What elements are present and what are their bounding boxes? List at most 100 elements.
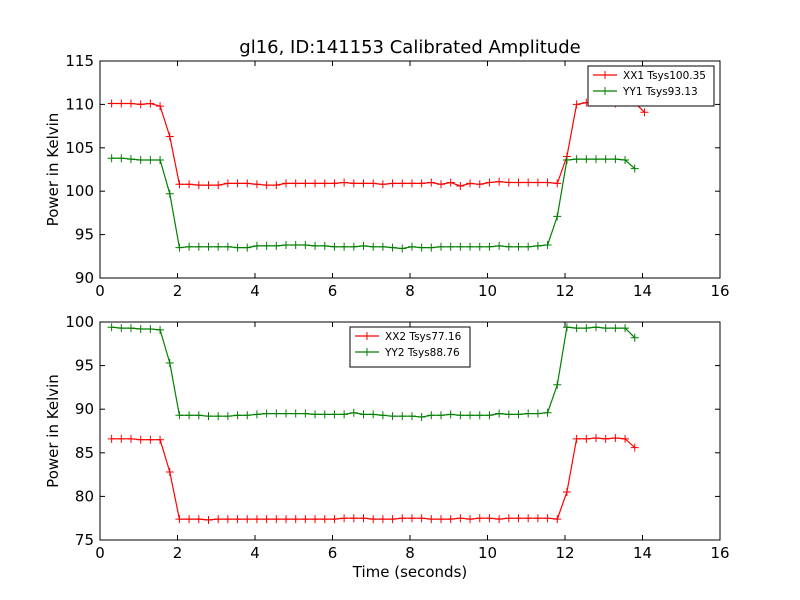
top-data-point-xx1: [533, 178, 542, 187]
bottom-data-point-xx2: [504, 514, 513, 523]
top-data-point-xx1: [311, 179, 320, 188]
bottom-data-point-yy2: [185, 411, 194, 420]
top-x-tick-label: 4: [250, 282, 260, 300]
top-data-point-yy1: [320, 241, 329, 250]
bottom-data-point-xx2: [311, 515, 320, 524]
bottom-data-point-yy2: [417, 413, 426, 422]
bottom-data-point-xx2: [485, 514, 494, 523]
top-data-point-xx1: [291, 179, 300, 188]
top-data-point-xx1: [301, 179, 310, 188]
bottom-data-point-xx2: [582, 434, 591, 443]
bottom-data-point-xx2: [562, 488, 571, 497]
bottom-data-point-xx2: [359, 514, 368, 523]
bottom-y-tick-label: 95: [75, 357, 94, 375]
top-data-point-xx1: [456, 181, 465, 190]
bottom-data-point-xx2: [320, 515, 329, 524]
top-data-point-yy1: [165, 189, 174, 198]
bottom-plot-ylabel: Power in Kelvin: [44, 374, 62, 488]
top-x-tick-label: 14: [633, 282, 652, 300]
bottom-data-point-xx2: [388, 515, 397, 524]
top-data-point-xx1: [437, 180, 445, 189]
top-data-point-xx1: [369, 179, 378, 188]
top-data-point-yy1: [252, 241, 261, 250]
top-data-point-xx1: [475, 180, 484, 189]
top-data-point-yy1: [359, 241, 368, 250]
bottom-data-point-xx2: [553, 515, 562, 524]
bottom-data-point-yy2: [446, 410, 455, 419]
bottom-data-point-xx2: [601, 434, 610, 443]
top-legend-marker-xx1: [601, 71, 609, 79]
bottom-data-point-yy2: [533, 409, 542, 418]
top-data-point-yy1: [214, 242, 223, 251]
top-data-point-xx1: [330, 179, 339, 188]
top-x-tick-label: 12: [555, 282, 574, 300]
top-data-point-xx1: [359, 179, 368, 188]
top-data-point-xx1: [204, 181, 213, 190]
top-x-tick-label: 16: [710, 282, 729, 300]
bottom-data-point-yy2: [117, 324, 126, 333]
bottom-data-point-xx2: [117, 434, 126, 443]
bottom-data-point-yy2: [562, 323, 571, 332]
top-data-point-yy1: [291, 241, 300, 250]
top-data-point-xx1: [233, 179, 242, 188]
bottom-data-point-yy2: [146, 324, 155, 333]
top-data-point-xx1: [495, 177, 504, 186]
bottom-data-point-yy2: [127, 324, 135, 333]
top-data-point-xx1: [117, 99, 126, 108]
top-data-point-yy1: [175, 243, 184, 252]
bottom-data-point-xx2: [427, 515, 436, 524]
top-data-point-yy1: [194, 242, 203, 251]
top-data-point-yy1: [330, 242, 339, 251]
bottom-data-point-xx2: [611, 433, 620, 442]
top-data-point-yy1: [601, 155, 610, 164]
bottom-data-point-xx2: [514, 514, 523, 523]
chart-title: gl16, ID:141153 Calibrated Amplitude: [239, 37, 580, 58]
bottom-data-point-xx2: [146, 435, 155, 444]
top-data-point-yy1: [417, 243, 426, 252]
bottom-data-point-yy2: [340, 410, 349, 419]
bottom-data-point-yy2: [582, 324, 591, 333]
top-data-point-yy1: [398, 244, 407, 253]
bottom-data-point-xx2: [291, 515, 300, 524]
top-data-point-xx1: [388, 179, 397, 188]
bottom-data-point-yy2: [194, 411, 203, 420]
bottom-y-tick-label: 75: [75, 531, 94, 549]
bottom-data-point-xx2: [437, 515, 445, 524]
top-legend-box: [587, 65, 715, 107]
bottom-data-point-xx2: [233, 515, 242, 524]
top-data-point-xx1: [446, 178, 455, 187]
bottom-data-point-xx2: [156, 435, 165, 444]
top-data-point-xx1: [640, 108, 649, 117]
top-legend-marker-yy1: [601, 87, 609, 95]
bottom-data-point-yy2: [252, 410, 261, 419]
bottom-data-point-yy2: [572, 324, 581, 333]
bottom-x-tick-label: 10: [478, 544, 497, 562]
top-data-point-xx1: [320, 179, 329, 188]
bottom-data-point-xx2: [340, 514, 349, 523]
bottom-plot-legend: XX2 Tsys77.16 YY2 Tsys88.76: [349, 326, 471, 368]
top-data-point-yy1: [543, 241, 552, 250]
bottom-data-point-xx2: [127, 434, 135, 443]
bottom-data-point-xx2: [543, 514, 552, 523]
top-x-tick-label: 8: [405, 282, 415, 300]
top-y-tick-label: 110: [65, 95, 94, 113]
top-data-point-xx1: [282, 179, 290, 188]
top-data-point-xx1: [146, 99, 155, 108]
top-data-point-yy1: [446, 242, 455, 251]
bottom-data-point-yy2: [630, 333, 639, 342]
top-data-point-xx1: [194, 181, 203, 190]
top-y-tick-label: 95: [75, 226, 94, 244]
bottom-data-point-yy2: [175, 411, 184, 420]
top-data-point-yy1: [592, 155, 600, 164]
bottom-data-point-yy2: [107, 323, 116, 332]
top-y-tick-label: 115: [65, 52, 94, 70]
bottom-data-point-yy2: [514, 410, 523, 419]
top-data-point-xx1: [243, 179, 252, 188]
top-data-point-yy1: [233, 243, 242, 252]
top-plot-legend: XX1 Tsys100.35 YY1 Tsys93.13: [587, 65, 715, 107]
top-data-point-yy1: [340, 242, 349, 251]
bottom-data-point-yy2: [621, 324, 630, 333]
bottom-data-point-yy2: [427, 411, 436, 420]
top-data-point-xx1: [524, 178, 533, 187]
top-data-point-xx1: [127, 99, 135, 108]
